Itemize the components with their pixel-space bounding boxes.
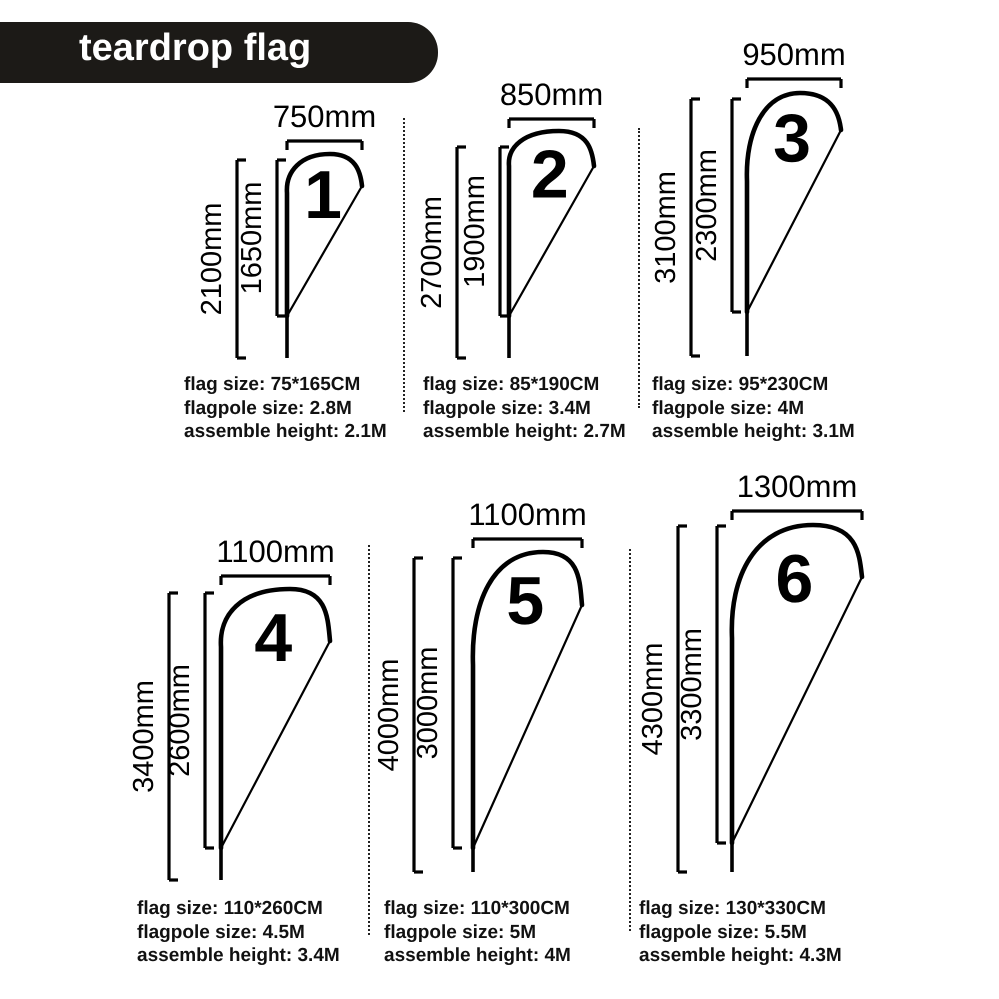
svg-text:1100mm: 1100mm xyxy=(468,497,586,532)
svg-text:2: 2 xyxy=(531,137,569,213)
svg-text:3400mm: 3400mm xyxy=(128,680,160,793)
svg-text:3100mm: 3100mm xyxy=(650,171,682,284)
svg-text:5: 5 xyxy=(506,563,544,639)
svg-text:3000mm: 3000mm xyxy=(412,647,444,760)
svg-text:2300mm: 2300mm xyxy=(691,149,723,262)
svg-text:3: 3 xyxy=(773,101,811,177)
svg-text:1900mm: 1900mm xyxy=(459,175,491,288)
svg-text:2700mm: 2700mm xyxy=(416,196,448,309)
svg-text:950mm: 950mm xyxy=(742,37,845,72)
svg-text:6: 6 xyxy=(775,541,813,617)
svg-text:2100mm: 2100mm xyxy=(196,203,228,316)
svg-text:1650mm: 1650mm xyxy=(236,182,268,295)
svg-text:1: 1 xyxy=(304,157,342,233)
svg-text:4300mm: 4300mm xyxy=(637,643,669,756)
svg-text:3300mm: 3300mm xyxy=(676,628,708,741)
svg-text:1100mm: 1100mm xyxy=(216,534,334,569)
svg-text:850mm: 850mm xyxy=(500,77,603,112)
svg-text:4: 4 xyxy=(254,600,292,676)
svg-text:2600mm: 2600mm xyxy=(164,664,196,777)
svg-text:750mm: 750mm xyxy=(273,99,376,134)
svg-text:1300mm: 1300mm xyxy=(737,469,858,504)
svg-text:4000mm: 4000mm xyxy=(373,659,405,772)
